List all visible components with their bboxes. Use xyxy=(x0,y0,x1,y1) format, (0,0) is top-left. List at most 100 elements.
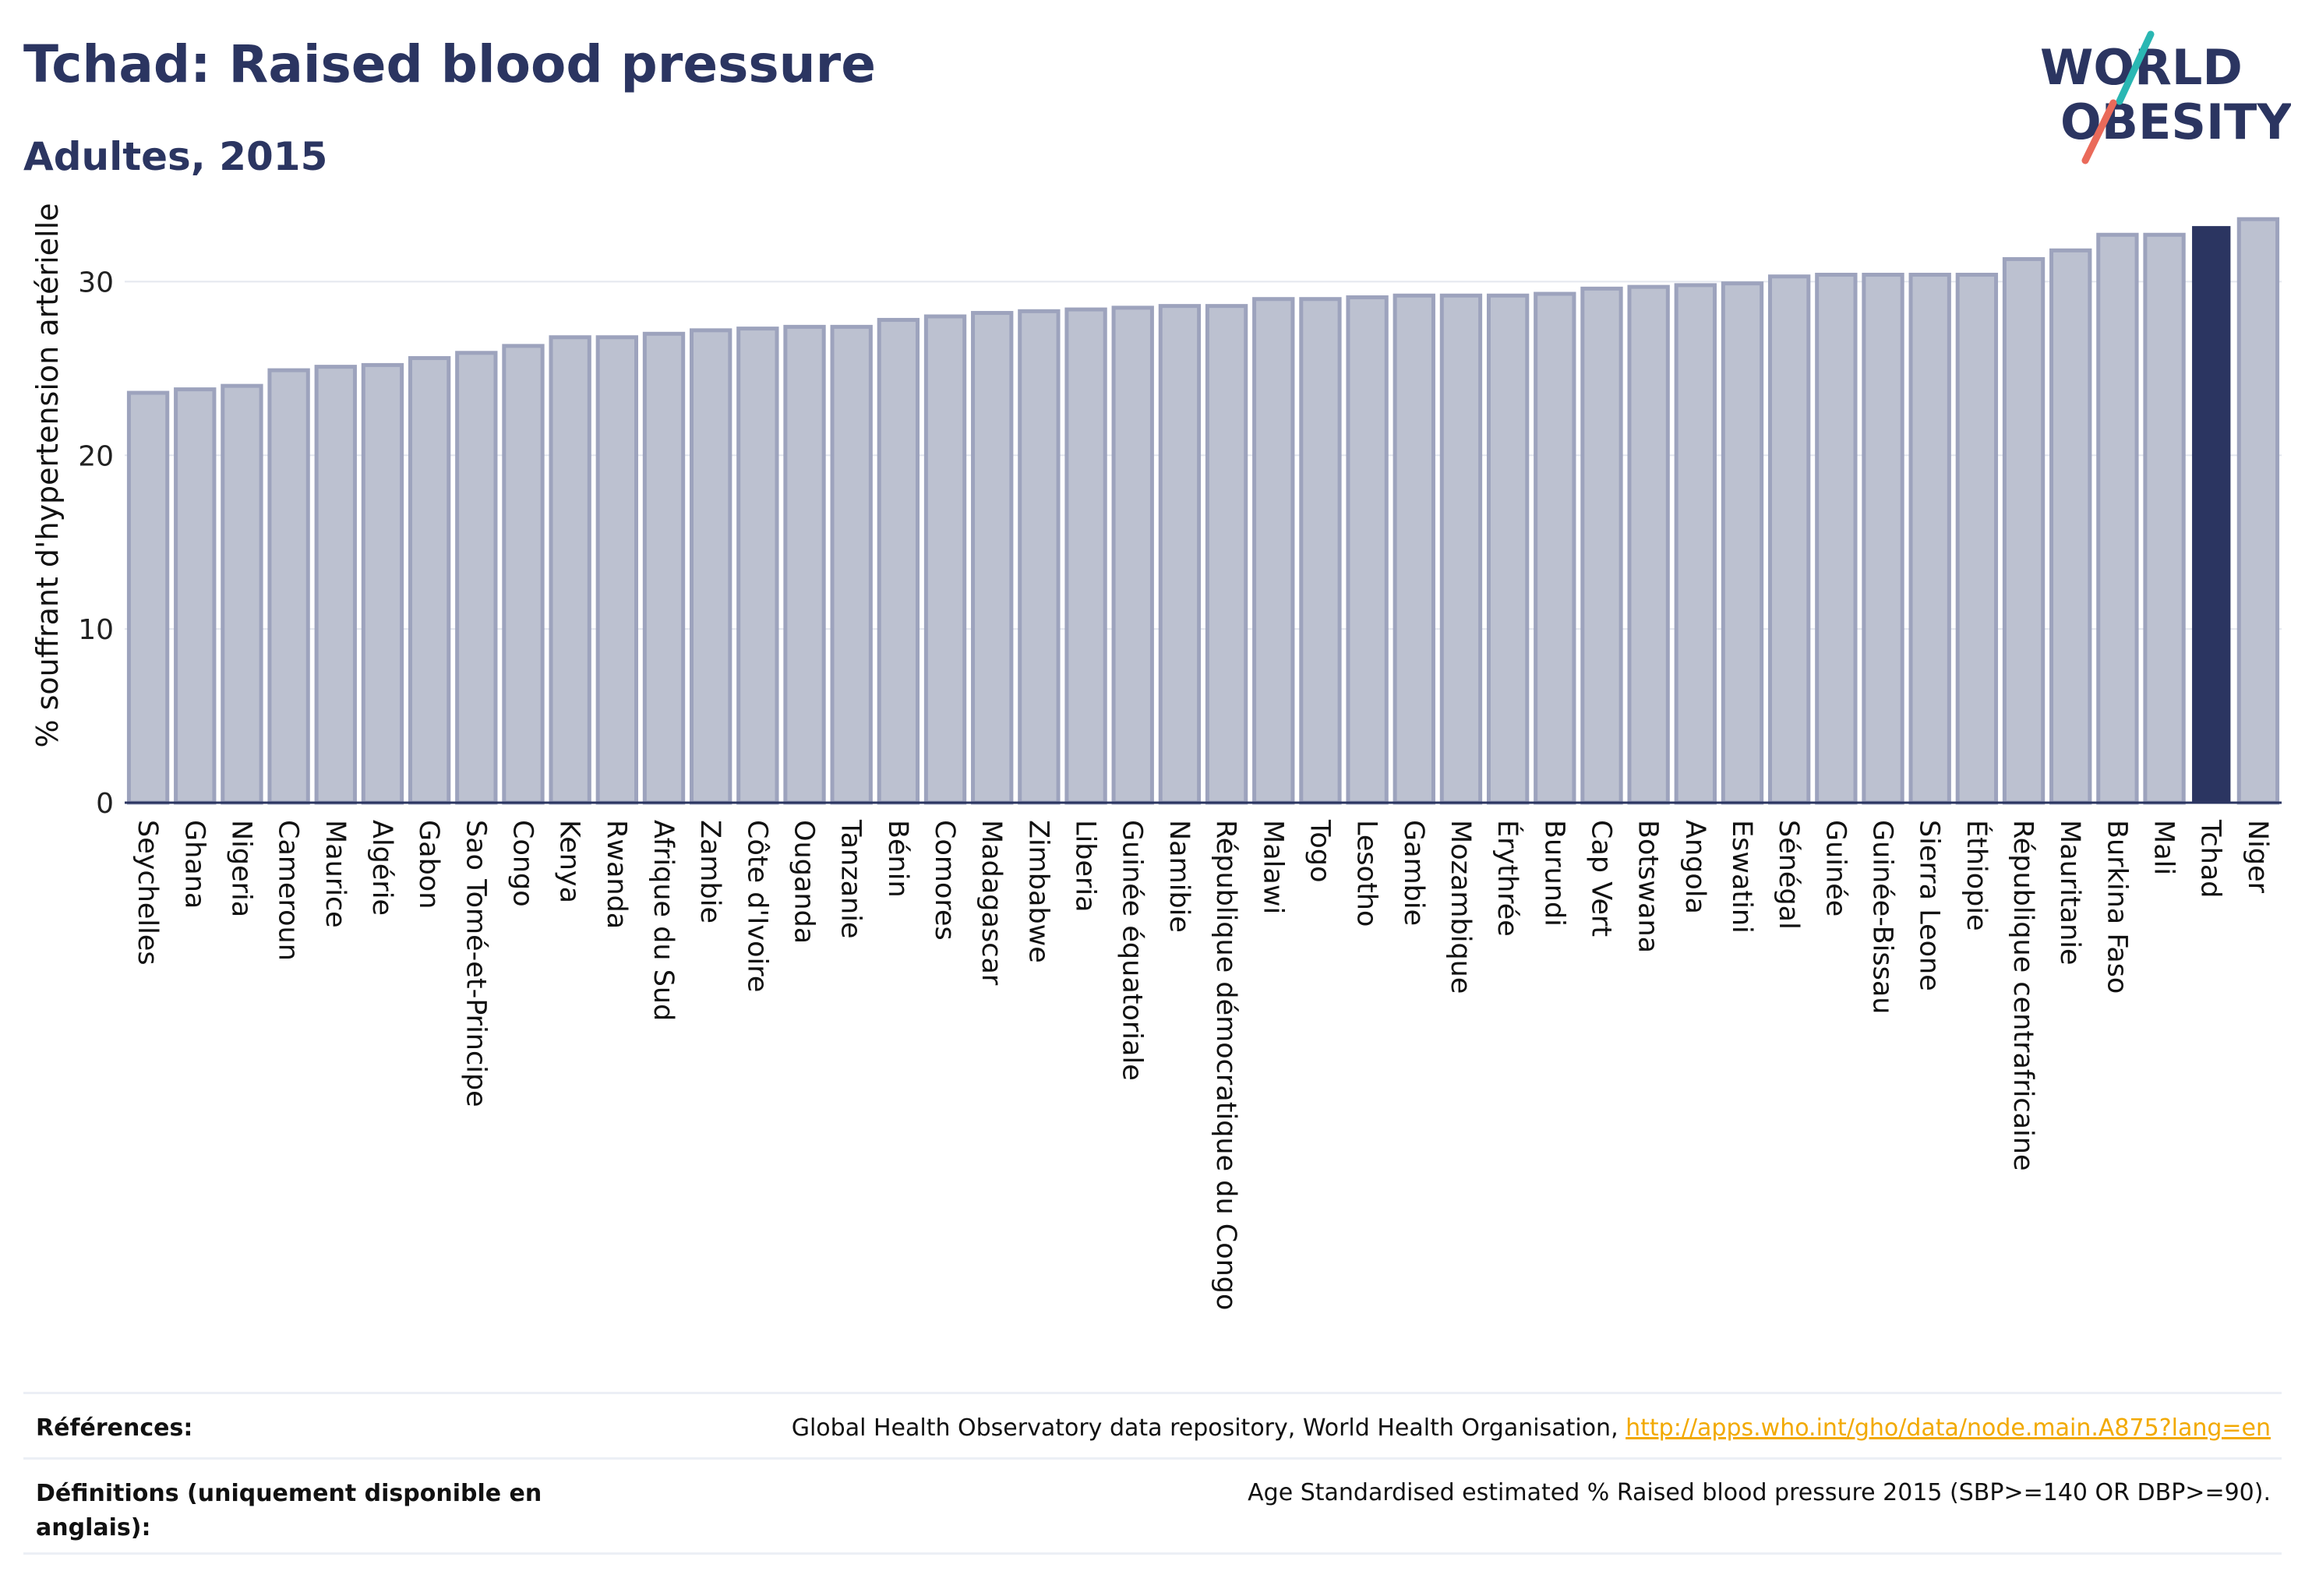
bar xyxy=(455,351,498,805)
chart-subtitle: Adultes, 2015 xyxy=(23,134,328,179)
bar xyxy=(1580,286,1623,805)
x-tick-label: Lesotho xyxy=(1351,820,1382,927)
bar xyxy=(2002,256,2046,805)
x-tick-label: Malawi xyxy=(1257,820,1288,914)
definitions-text: Age Standardised estimated % Raised bloo… xyxy=(1248,1479,2271,1506)
references-text: Global Health Observatory data repositor… xyxy=(792,1414,2271,1442)
x-tick-label: Cameroun xyxy=(273,820,304,961)
x-tick-label: Sao Tomé-et-Principe xyxy=(460,820,491,1107)
bar xyxy=(595,335,638,805)
bar xyxy=(1627,284,1670,805)
references-source: Global Health Observatory data repositor… xyxy=(791,1414,1626,1442)
bar xyxy=(2236,217,2280,805)
bar xyxy=(783,324,826,805)
logo-slash-teal xyxy=(2116,30,2155,105)
x-tick-label: Sierra Leone xyxy=(1914,820,1945,991)
bar xyxy=(1346,295,1389,805)
bar xyxy=(1299,297,1342,805)
x-tick-label: Afrique du Sud xyxy=(648,820,679,1021)
x-tick-label: Mozambique xyxy=(1445,820,1476,994)
logo-text-obesity: OBESITY xyxy=(2060,94,2291,150)
x-tick-label: Botswana xyxy=(1633,820,1664,953)
bar xyxy=(1721,281,1764,805)
bar xyxy=(923,314,967,805)
x-tick-label: Cap Vert xyxy=(1585,820,1616,937)
x-tick-label: Angola xyxy=(1679,820,1710,914)
bar xyxy=(830,324,873,805)
y-tick-label: 30 xyxy=(78,267,114,298)
bar xyxy=(1064,307,1107,805)
bar xyxy=(1815,273,1858,805)
x-tick-label: Côte d'Ivoire xyxy=(741,820,772,992)
x-tick-label: Namibie xyxy=(1163,820,1195,933)
x-tick-label: Ouganda xyxy=(789,820,820,944)
bar xyxy=(736,327,779,805)
bar xyxy=(1393,293,1435,805)
x-tick-label: Nigeria xyxy=(225,820,256,917)
definitions-label: Définitions (uniquement disponible en an… xyxy=(36,1480,542,1541)
x-tick-label: Togo xyxy=(1304,819,1335,882)
bar xyxy=(1674,283,1717,805)
bar xyxy=(2192,226,2231,803)
x-tick-label: Madagascar xyxy=(976,820,1007,986)
bar xyxy=(174,387,217,805)
bar xyxy=(221,383,263,805)
references-label: Références: xyxy=(36,1414,193,1442)
x-tick-label: Maurice xyxy=(319,820,351,928)
bar xyxy=(1862,273,1904,805)
bar xyxy=(408,355,451,805)
x-tick-label: Gambie xyxy=(1398,820,1429,926)
x-tick-label: Érythrée xyxy=(1491,820,1524,937)
bar xyxy=(361,362,404,805)
bar xyxy=(1768,274,1811,805)
x-tick-label: Bénin xyxy=(882,820,913,898)
x-tick-label: Kenya xyxy=(554,820,585,903)
x-tick-label: Tchad xyxy=(2195,819,2226,899)
bar xyxy=(2049,248,2092,805)
bar xyxy=(314,365,357,805)
y-tick-label: 10 xyxy=(78,614,114,646)
references-link[interactable]: http://apps.who.int/gho/data/node.main.A… xyxy=(1626,1414,2271,1442)
y-tick-label: 0 xyxy=(96,788,114,820)
x-tick-label: Guinée-Bissau xyxy=(1867,820,1898,1015)
x-tick-label: Zambie xyxy=(694,820,725,923)
x-tick-label: Zimbabwe xyxy=(1022,820,1054,963)
footer-divider-middle xyxy=(23,1457,2282,1460)
bar xyxy=(1486,293,1530,805)
bar xyxy=(2096,232,2139,805)
x-tick-label: Sénégal xyxy=(1773,820,1804,930)
bar xyxy=(1439,293,1483,805)
y-tick-label: 20 xyxy=(78,440,114,472)
footer-divider-top xyxy=(23,1392,2282,1394)
bar xyxy=(1534,291,1576,805)
x-tick-label: Mali xyxy=(2148,820,2180,875)
bar xyxy=(1205,304,1248,805)
bar xyxy=(971,311,1014,805)
chart-title: Tchad: Raised blood pressure xyxy=(23,34,876,94)
x-tick-label: Congo xyxy=(507,820,538,907)
x-tick-label: Niger xyxy=(2242,820,2273,894)
bar-chart: 0 10 20 30 % souffrant d'hypertension artéri… xyxy=(30,203,2282,1310)
bar xyxy=(1158,304,1202,805)
x-tick-label: Burkina Faso xyxy=(2101,820,2132,994)
x-tick-label: Eswatini xyxy=(1726,820,1757,934)
bar xyxy=(877,317,920,805)
bar xyxy=(1018,309,1061,805)
bar xyxy=(1908,273,1951,805)
bar xyxy=(549,335,591,805)
x-tick-label: Comores xyxy=(929,820,960,941)
y-axis-label: % souffrant d'hypertension artérielle xyxy=(30,203,65,747)
x-tick-label: Burundi xyxy=(1538,820,1569,927)
logo-slash-coral xyxy=(2081,99,2117,164)
bar xyxy=(642,331,686,805)
bar xyxy=(2143,232,2186,805)
world-obesity-logo: WORLD OBESITY xyxy=(2040,30,2291,164)
bar xyxy=(1252,297,1295,805)
bar xyxy=(1955,273,1999,805)
bar xyxy=(1111,305,1154,805)
x-tick-label: Éthiopie xyxy=(1961,820,1993,931)
bar xyxy=(502,344,545,805)
x-tick-label: Rwanda xyxy=(601,820,632,929)
x-tick-label: Algérie xyxy=(366,820,397,916)
x-tick-label: Tanzanie xyxy=(835,819,867,938)
